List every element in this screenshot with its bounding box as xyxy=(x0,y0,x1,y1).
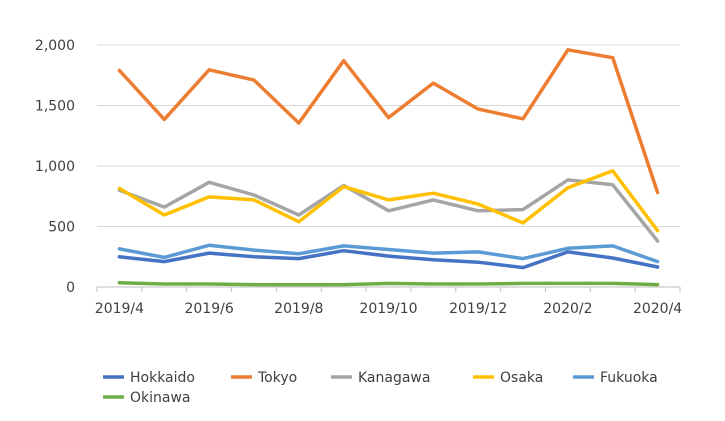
y-tick-label: 500 xyxy=(48,220,75,236)
gridlines xyxy=(97,44,680,227)
legend: Hokkaido Tokyo Kanagawa Osaka Fukuoka Okinawa xyxy=(103,370,658,406)
y-tick-label: 0 xyxy=(66,280,75,296)
x-tick-label: 2020/4 xyxy=(633,301,682,317)
series-lines xyxy=(117,48,660,287)
legend-label-okinawa: Okinawa xyxy=(130,390,191,406)
legend-label-kanagawa: Kanagawa xyxy=(358,370,430,386)
x-tick-label: 2020/2 xyxy=(543,301,592,317)
x-tick-label: 2019/6 xyxy=(184,301,233,317)
axes: 0 500 1,000 1,500 2,000 2019/4 2019/6 2019/8 201… xyxy=(35,38,682,317)
series-line-kanagawa xyxy=(117,178,660,243)
x-tick-label: 2019/10 xyxy=(359,301,417,317)
x-tick-label: 2019/12 xyxy=(449,301,507,317)
y-tick-label: 2,000 xyxy=(35,38,75,54)
series-line-okinawa xyxy=(117,281,660,287)
y-tick-label: 1,000 xyxy=(35,159,75,175)
legend-label-hokkaido: Hokkaido xyxy=(130,370,195,386)
series-line-osaka xyxy=(117,169,660,233)
x-tick-label: 2019/4 xyxy=(95,301,144,317)
series-line-hokkaido xyxy=(117,248,660,270)
series-line-tokyo xyxy=(117,48,660,195)
legend-label-osaka: Osaka xyxy=(500,370,543,386)
series-line-fukuoka xyxy=(117,243,660,264)
legend-label-fukuoka: Fukuoka xyxy=(600,370,658,386)
legend-label-tokyo: Tokyo xyxy=(257,370,297,386)
x-tick-label: 2019/8 xyxy=(274,301,323,317)
y-tick-label: 1,500 xyxy=(35,99,75,115)
